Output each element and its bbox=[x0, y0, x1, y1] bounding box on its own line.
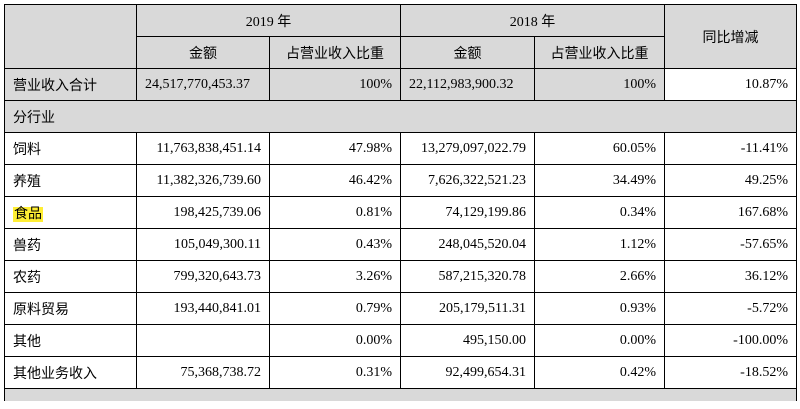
header-corner-cell bbox=[4, 4, 137, 69]
yoy-change: 167.68% bbox=[664, 196, 797, 229]
table-row: 饲料 11,763,838,451.14 47.98% 13,279,097,0… bbox=[4, 132, 797, 165]
amount-2018: 7,626,322,521.23 bbox=[400, 164, 535, 197]
ratio-2019: 0.79% bbox=[269, 292, 401, 325]
table-row: 兽药 105,049,300.11 0.43% 248,045,520.04 1… bbox=[4, 228, 797, 261]
ratio-2018: 2.66% bbox=[534, 260, 665, 293]
row-label: 农药 bbox=[4, 260, 137, 293]
total-ratio-2019: 100% bbox=[269, 68, 401, 101]
header-ratio-2018: 占营业收入比重 bbox=[534, 36, 665, 69]
total-label: 营业收入合计 bbox=[4, 68, 137, 101]
ratio-2018: 0.34% bbox=[534, 196, 665, 229]
ratio-2018: 0.00% bbox=[534, 324, 665, 357]
total-amount-2018: 22,112,983,900.32 bbox=[400, 68, 535, 101]
total-ratio-2018: 100% bbox=[534, 68, 665, 101]
amount-2018: 205,179,511.31 bbox=[400, 292, 535, 325]
yoy-change: 36.12% bbox=[664, 260, 797, 293]
header-amount-2019: 金额 bbox=[136, 36, 270, 69]
yoy-change: -11.41% bbox=[664, 132, 797, 165]
row-label: 原料贸易 bbox=[4, 292, 137, 325]
row-label: 其他业务收入 bbox=[4, 356, 137, 389]
amount-2018: 92,499,654.31 bbox=[400, 356, 535, 389]
amount-2019: 11,763,838,451.14 bbox=[136, 132, 270, 165]
ratio-2018: 60.05% bbox=[534, 132, 665, 165]
total-row: 营业收入合计 24,517,770,453.37 100% 22,112,983… bbox=[4, 68, 797, 101]
amount-2019: 105,049,300.11 bbox=[136, 228, 270, 261]
header-yoy: 同比增减 bbox=[664, 4, 797, 69]
row-label-cell: 食品 bbox=[4, 196, 137, 229]
table-row: 农药 799,320,643.73 3.26% 587,215,320.78 2… bbox=[4, 260, 797, 293]
next-section-cell bbox=[4, 388, 797, 401]
amount-2018: 495,150.00 bbox=[400, 324, 535, 357]
header-year-2019: 2019 年 bbox=[136, 4, 401, 37]
header-row-columns: 金额 占营业收入比重 金额 占营业收入比重 bbox=[5, 36, 797, 69]
highlighted-row-label: 食品 bbox=[13, 206, 43, 222]
section-label: 分行业 bbox=[4, 100, 797, 133]
amount-2019: 11,382,326,739.60 bbox=[136, 164, 270, 197]
amount-2019: 198,425,739.06 bbox=[136, 196, 270, 229]
amount-2018: 587,215,320.78 bbox=[400, 260, 535, 293]
ratio-2018: 0.93% bbox=[534, 292, 665, 325]
header-row-years: 2019 年 2018 年 同比增减 bbox=[4, 4, 797, 69]
yoy-change: -57.65% bbox=[664, 228, 797, 261]
header-amount-2018: 金额 bbox=[400, 36, 535, 69]
table-row: 食品 198,425,739.06 0.81% 74,129,199.86 0.… bbox=[4, 196, 797, 229]
ratio-2019: 46.42% bbox=[269, 164, 401, 197]
table-row: 原料贸易 193,440,841.01 0.79% 205,179,511.31… bbox=[4, 292, 797, 325]
total-yoy: 10.87% bbox=[664, 68, 797, 101]
amount-2019: 75,368,738.72 bbox=[136, 356, 270, 389]
ratio-2019: 0.43% bbox=[269, 228, 401, 261]
row-label: 饲料 bbox=[4, 132, 137, 165]
row-label: 兽药 bbox=[4, 228, 137, 261]
ratio-2018: 1.12% bbox=[534, 228, 665, 261]
row-label: 养殖 bbox=[4, 164, 137, 197]
ratio-2019: 0.31% bbox=[269, 356, 401, 389]
table-row: 养殖 11,382,326,739.60 46.42% 7,626,322,52… bbox=[4, 164, 797, 197]
amount-2019: 193,440,841.01 bbox=[136, 292, 270, 325]
yoy-change: 49.25% bbox=[664, 164, 797, 197]
total-amount-2019: 24,517,770,453.37 bbox=[136, 68, 270, 101]
amount-2019: 799,320,643.73 bbox=[136, 260, 270, 293]
ratio-2018: 0.42% bbox=[534, 356, 665, 389]
revenue-table: 2019 年 2018 年 同比增减 金额 占营业收入比重 金额 占营业收入比重… bbox=[4, 4, 797, 401]
header-ratio-2019: 占营业收入比重 bbox=[269, 36, 401, 69]
next-section-row-partial bbox=[4, 388, 797, 401]
amount-2018: 74,129,199.86 bbox=[400, 196, 535, 229]
amount-2018: 248,045,520.04 bbox=[400, 228, 535, 261]
amount-2019 bbox=[136, 324, 270, 357]
ratio-2019: 47.98% bbox=[269, 132, 401, 165]
header-year-2018: 2018 年 bbox=[400, 4, 665, 37]
ratio-2018: 34.49% bbox=[534, 164, 665, 197]
table-row: 其他业务收入 75,368,738.72 0.31% 92,499,654.31… bbox=[4, 356, 797, 389]
ratio-2019: 0.00% bbox=[269, 324, 401, 357]
yoy-change: -18.52% bbox=[664, 356, 797, 389]
row-label: 其他 bbox=[4, 324, 137, 357]
ratio-2019: 3.26% bbox=[269, 260, 401, 293]
table-row: 其他 0.00% 495,150.00 0.00% -100.00% bbox=[4, 324, 797, 357]
amount-2018: 13,279,097,022.79 bbox=[400, 132, 535, 165]
ratio-2019: 0.81% bbox=[269, 196, 401, 229]
section-row: 分行业 bbox=[4, 100, 797, 133]
yoy-change: -5.72% bbox=[664, 292, 797, 325]
yoy-change: -100.00% bbox=[664, 324, 797, 357]
